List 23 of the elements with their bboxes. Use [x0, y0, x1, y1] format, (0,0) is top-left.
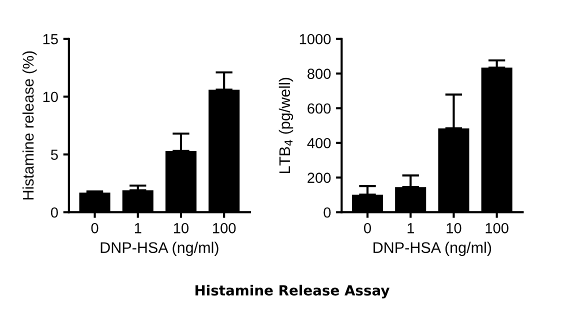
x-tick-label: 10	[174, 223, 189, 234]
y-tick-label: 5	[50, 150, 58, 160]
y-tick-label: 1000	[300, 34, 331, 44]
y-tick-label: 0	[50, 207, 58, 218]
y-tick-label: 400	[307, 138, 331, 148]
y-tick-label: 10	[43, 92, 58, 102]
x-tick-label: 0	[91, 223, 98, 234]
y-tick-label: 600	[308, 103, 331, 114]
x-tick-label: 1	[134, 223, 142, 234]
x-tick-label: 10	[446, 223, 462, 234]
x-tick-label: 1	[408, 223, 414, 234]
y-tick-label: 0	[324, 207, 331, 218]
x-tick-label: 0	[364, 223, 371, 234]
y-axis-title: LTB$_{4}$ (pg/well)	[278, 78, 294, 174]
y-tick-label: 200	[308, 172, 331, 183]
y-tick-label: 800	[308, 68, 331, 79]
x-tick-label: 100	[213, 223, 236, 234]
x-tick-label: 100	[486, 223, 508, 234]
x-axis-title: DNP-HSA (ng/ml)	[100, 242, 218, 256]
x-axis-title: DNP-HSA (ng/ml)	[374, 242, 492, 256]
y-tick-label: 15	[43, 34, 58, 44]
y-axis-title: Histamine release (%)	[22, 51, 37, 200]
text: Histamine Release Assay	[196, 284, 390, 298]
